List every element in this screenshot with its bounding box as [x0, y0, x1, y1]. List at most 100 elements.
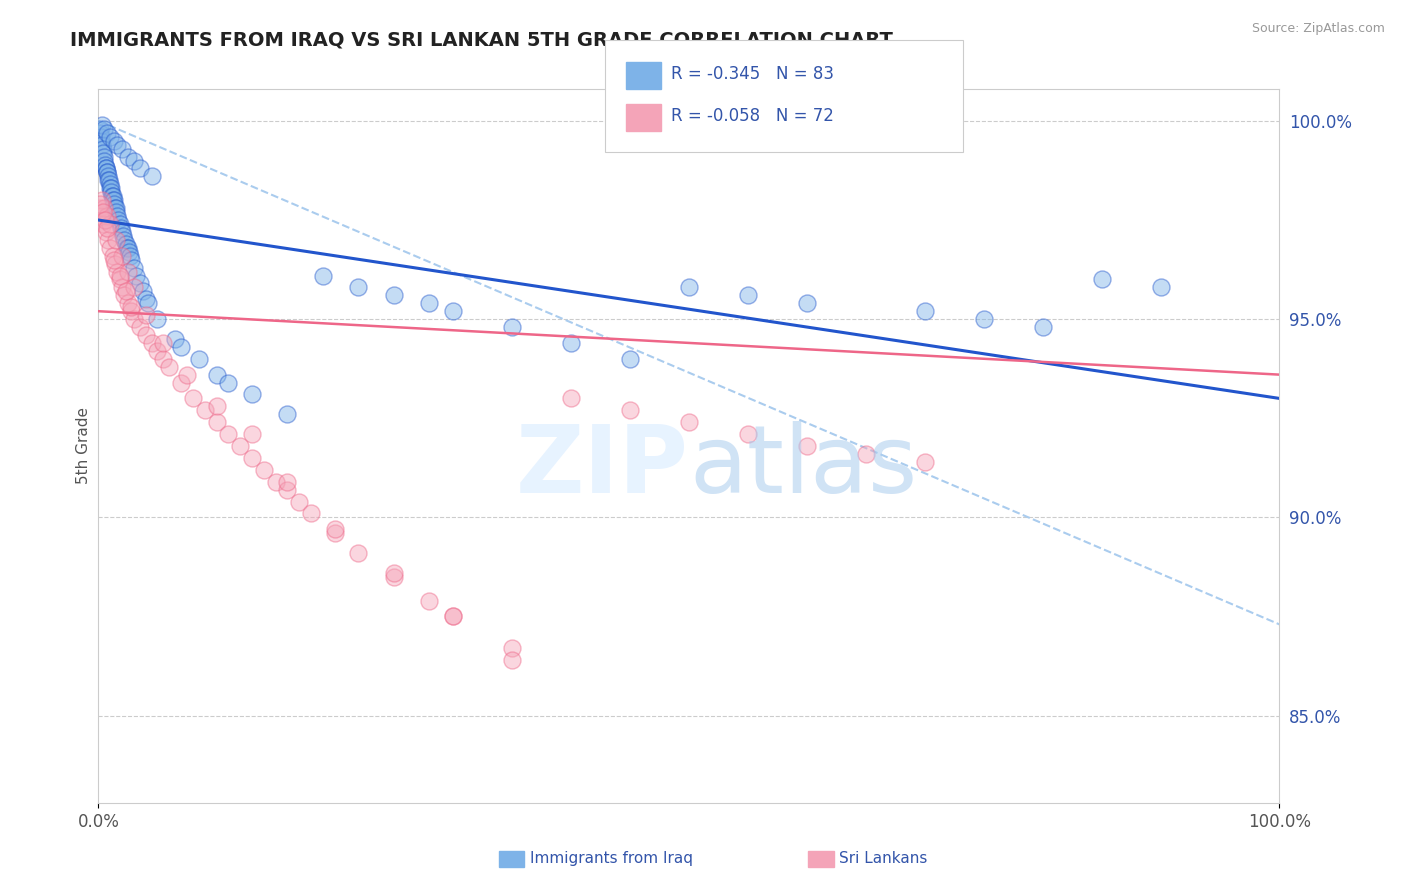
Point: [796, 296, 818, 310]
Point: [276, 407, 298, 421]
Point: [128, 320, 150, 334]
Point: [347, 546, 370, 560]
Point: [323, 526, 346, 541]
Point: [217, 376, 239, 390]
Point: [217, 427, 239, 442]
Text: atlas: atlas: [689, 421, 917, 514]
Point: [441, 609, 464, 624]
Point: [323, 522, 346, 536]
Point: [112, 233, 135, 247]
Point: [105, 209, 128, 223]
Point: [93, 150, 115, 164]
Point: [187, 351, 209, 366]
Point: [678, 415, 700, 429]
Point: [112, 288, 135, 302]
Point: [96, 126, 118, 140]
Point: [98, 173, 121, 187]
Point: [205, 400, 228, 414]
Point: [105, 137, 128, 152]
Text: R = -0.058   N = 72: R = -0.058 N = 72: [671, 107, 834, 125]
Point: [91, 118, 114, 132]
Point: [796, 439, 818, 453]
Point: [121, 252, 143, 267]
Point: [117, 150, 139, 164]
Point: [115, 241, 138, 255]
Point: [91, 137, 114, 152]
Point: [114, 236, 136, 251]
Point: [105, 233, 128, 247]
Point: [276, 475, 298, 489]
Text: Source: ZipAtlas.com: Source: ZipAtlas.com: [1251, 22, 1385, 36]
Point: [194, 403, 217, 417]
Point: [288, 494, 311, 508]
Point: [146, 312, 169, 326]
Point: [135, 328, 157, 343]
Point: [240, 387, 263, 401]
Text: IMMIGRANTS FROM IRAQ VS SRI LANKAN 5TH GRADE CORRELATION CHART: IMMIGRANTS FROM IRAQ VS SRI LANKAN 5TH G…: [70, 30, 893, 49]
Point: [299, 507, 322, 521]
Point: [108, 217, 131, 231]
Point: [122, 153, 145, 168]
Point: [141, 169, 163, 184]
Point: [205, 368, 228, 382]
Point: [111, 280, 134, 294]
Point: [418, 593, 440, 607]
Point: [135, 308, 157, 322]
Point: [501, 653, 523, 667]
Point: [264, 475, 287, 489]
Point: [94, 225, 117, 239]
Point: [94, 157, 117, 171]
Point: [97, 173, 120, 187]
Point: [101, 249, 124, 263]
Point: [136, 296, 159, 310]
Point: [101, 189, 124, 203]
Point: [104, 201, 127, 215]
Point: [619, 351, 641, 366]
Point: [108, 272, 131, 286]
Point: [108, 268, 131, 283]
Point: [165, 332, 187, 346]
Point: [125, 268, 148, 283]
Point: [91, 145, 114, 160]
Point: [914, 455, 936, 469]
Point: [1150, 280, 1173, 294]
Point: [96, 209, 118, 223]
Point: [276, 483, 298, 497]
Point: [118, 244, 141, 259]
Point: [973, 312, 995, 326]
Point: [501, 320, 523, 334]
Point: [90, 209, 112, 223]
Point: [98, 129, 121, 144]
Point: [128, 277, 150, 291]
Point: [90, 129, 112, 144]
Point: [128, 161, 150, 176]
Point: [89, 121, 111, 136]
Point: [103, 193, 125, 207]
Point: [104, 257, 127, 271]
Point: [96, 165, 118, 179]
Point: [97, 169, 120, 184]
Point: [157, 359, 180, 374]
Point: [91, 217, 114, 231]
Point: [418, 296, 440, 310]
Point: [98, 217, 121, 231]
Point: [122, 280, 145, 294]
Point: [737, 288, 759, 302]
Point: [205, 415, 228, 429]
Point: [135, 293, 157, 307]
Point: [170, 340, 193, 354]
Point: [619, 403, 641, 417]
Point: [560, 335, 582, 350]
Point: [382, 570, 405, 584]
Point: [91, 193, 114, 207]
Point: [141, 335, 163, 350]
Point: [94, 161, 117, 176]
Point: [111, 249, 134, 263]
Text: Immigrants from Iraq: Immigrants from Iraq: [530, 852, 693, 866]
Point: [93, 153, 115, 168]
Point: [501, 641, 523, 656]
Point: [110, 221, 132, 235]
Text: R = -0.345   N = 83: R = -0.345 N = 83: [671, 65, 834, 83]
Point: [94, 161, 117, 176]
Point: [91, 205, 114, 219]
